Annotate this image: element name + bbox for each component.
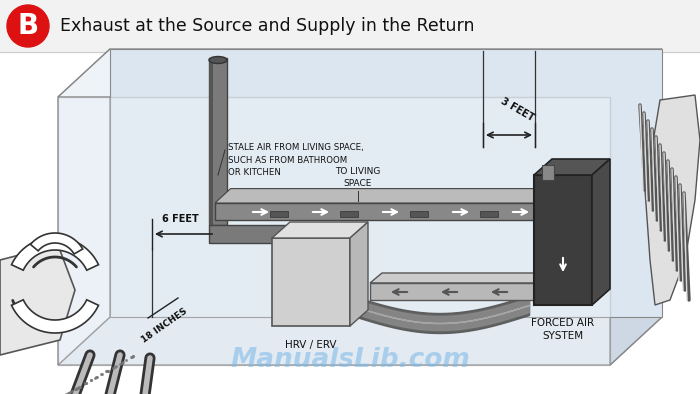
Point [63,390,74,394]
Point [61,391,72,394]
Point [66,388,78,394]
Polygon shape [110,49,662,317]
Bar [0,0,700,52]
Point [95,371,106,377]
Text: 3 FEET: 3 FEET [498,96,536,123]
Point [64,390,75,394]
Bar [542,165,554,180]
Point [118,359,129,365]
Bar [534,175,592,305]
Text: 6 FEET: 6 FEET [162,214,199,224]
Point [74,383,85,390]
Bar [270,211,288,217]
Text: B: B [18,12,38,40]
Polygon shape [11,300,99,333]
Text: 18 INCHES: 18 INCHES [140,307,189,345]
Point [101,368,112,374]
Point [90,375,101,381]
Bar [340,211,358,217]
Point [102,368,113,374]
Point [70,386,81,392]
Point [80,380,91,387]
Polygon shape [58,49,110,365]
Point [102,368,113,374]
Polygon shape [534,159,610,175]
Polygon shape [11,237,99,270]
Point [80,380,92,386]
Point [96,371,107,377]
Point [85,377,96,383]
Bar [370,283,534,300]
Point [114,361,125,367]
Point [120,357,131,364]
Point [116,359,127,366]
Point [90,374,101,381]
Bar [209,225,298,243]
Bar [410,211,428,217]
Polygon shape [272,222,368,238]
Point [72,385,83,391]
Polygon shape [350,222,368,326]
Text: STALE AIR FROM LIVING SPACE,
SUCH AS FROM BATHROOM
OR KITCHEN: STALE AIR FROM LIVING SPACE, SUCH AS FRO… [228,143,364,177]
Bar [209,58,213,225]
Polygon shape [31,233,83,254]
Text: HRV / ERV: HRV / ERV [286,340,337,350]
Polygon shape [610,49,662,365]
Point [102,368,113,374]
Point [80,380,92,386]
Polygon shape [592,159,610,305]
Text: TO LIVING
SPACE: TO LIVING SPACE [335,167,381,188]
Bar [480,211,498,217]
Ellipse shape [209,56,227,63]
Polygon shape [370,273,546,283]
Text: ManualsLib.com: ManualsLib.com [230,347,470,373]
Bar [272,238,350,326]
Point [91,374,102,380]
Point [126,354,137,360]
Point [107,364,118,371]
Bar [215,203,543,220]
Text: FORCED AIR
SYSTEM: FORCED AIR SYSTEM [531,318,594,341]
Point [69,386,80,392]
Point [126,354,137,360]
Point [85,377,97,383]
Polygon shape [58,97,610,365]
Point [71,385,83,391]
Text: Exhaust at the Source and Supply in the Return: Exhaust at the Source and Supply in the … [60,17,475,35]
Point [127,353,138,360]
Point [109,364,120,370]
Point [111,362,122,369]
Polygon shape [58,49,662,97]
Polygon shape [215,189,559,203]
Polygon shape [0,245,75,355]
Point [102,367,113,374]
Point [74,384,85,390]
Circle shape [7,5,49,47]
Polygon shape [58,317,662,365]
Point [127,353,139,359]
Polygon shape [370,190,546,200]
Point [80,380,91,387]
Point [70,386,81,392]
Point [64,389,75,394]
Bar [209,58,227,225]
Polygon shape [645,95,700,305]
Point [72,385,83,391]
